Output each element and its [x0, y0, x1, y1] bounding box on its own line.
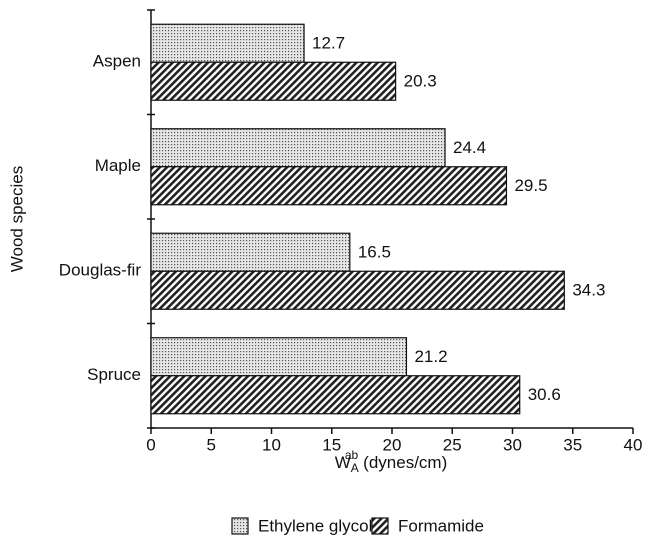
value-label: 24.4 — [453, 138, 486, 157]
x-title-unit: (dynes/cm) — [363, 453, 447, 472]
y-tick-label: Maple — [95, 156, 141, 175]
y-axis-title: Wood species — [7, 166, 26, 272]
bar — [150, 232, 351, 272]
x-axis-title: WAab (dynes/cm) — [335, 448, 448, 475]
legend-label: Ethylene glycol — [258, 516, 372, 535]
value-label: 21.2 — [414, 347, 447, 366]
bar — [150, 128, 446, 168]
x-tick-label: 25 — [443, 435, 462, 454]
bar — [150, 375, 521, 415]
x-tick-label: 20 — [383, 435, 402, 454]
value-label: 30.6 — [528, 385, 561, 404]
x-tick-label: 15 — [322, 435, 341, 454]
y-tick-label: Aspen — [93, 52, 141, 71]
x-tick-label: 30 — [503, 435, 522, 454]
value-label: 12.7 — [312, 34, 345, 53]
x-tick-label: 35 — [563, 435, 582, 454]
legend-label: Formamide — [398, 516, 484, 535]
y-tick-label: Spruce — [87, 365, 141, 384]
y-tick-label: Douglas-fir — [59, 261, 142, 280]
value-label: 20.3 — [404, 72, 437, 91]
value-label: 29.5 — [514, 176, 547, 195]
x-tick-label: 40 — [624, 435, 643, 454]
value-label: 16.5 — [358, 243, 391, 262]
bar — [150, 270, 565, 310]
x-title-sub: A — [351, 461, 359, 475]
x-tick-label: 5 — [207, 435, 216, 454]
x-title-sup: ab — [345, 448, 359, 462]
bar — [150, 61, 397, 101]
x-tick-label: 0 — [146, 435, 155, 454]
legend-swatch — [231, 517, 249, 535]
legend-swatch — [371, 517, 389, 535]
x-tick-label: 10 — [262, 435, 281, 454]
value-label: 34.3 — [572, 281, 605, 300]
bar — [150, 23, 305, 63]
bar — [150, 166, 508, 206]
bar — [150, 337, 408, 377]
x-title-base: W — [335, 453, 351, 472]
